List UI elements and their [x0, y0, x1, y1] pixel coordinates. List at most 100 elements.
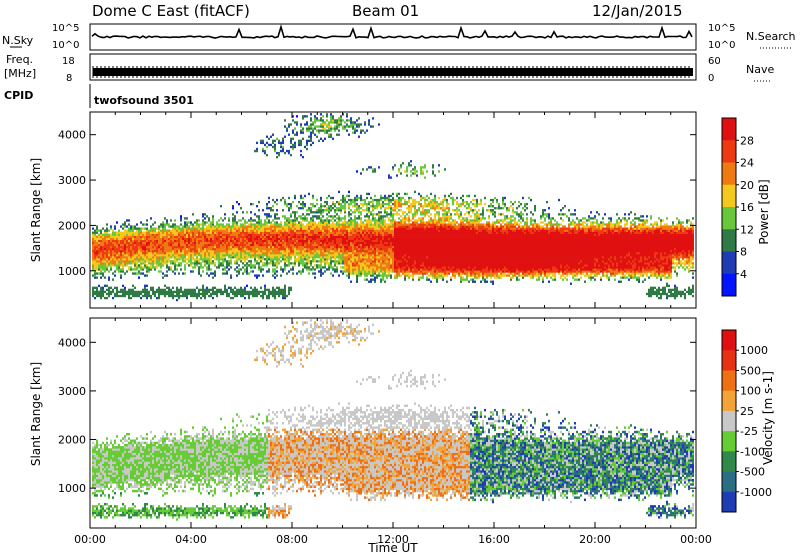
power-cell — [280, 245, 282, 249]
power-cell — [346, 239, 348, 243]
power-cell — [294, 133, 296, 136]
power-cell — [300, 223, 302, 226]
power-cell — [138, 231, 140, 234]
power-cell — [130, 262, 132, 265]
power-cell — [258, 274, 260, 277]
power-cell — [316, 235, 318, 238]
power-cell — [314, 115, 316, 118]
power-cell — [138, 229, 140, 232]
power-cell — [180, 233, 182, 236]
power-cell — [184, 243, 186, 247]
power-cell — [92, 294, 94, 298]
power-cell — [256, 294, 258, 298]
power-cell — [186, 288, 188, 292]
power-cell — [358, 215, 360, 218]
power-cell — [278, 251, 280, 255]
power-cell — [162, 229, 164, 232]
power-cell — [266, 247, 268, 251]
power-cell — [288, 202, 290, 206]
power-cell — [238, 258, 240, 261]
power-cell — [388, 239, 390, 243]
power-cell — [272, 254, 274, 257]
power-cell — [132, 256, 134, 259]
power-cell — [298, 260, 300, 263]
power-cell — [160, 256, 162, 259]
power-cell — [310, 209, 312, 212]
power-cell — [274, 290, 276, 294]
power-cell — [392, 256, 394, 259]
power-cell — [118, 229, 120, 232]
power-cell — [330, 247, 332, 251]
power-cell — [208, 268, 210, 271]
power-cell — [234, 217, 236, 220]
power-cell — [126, 241, 128, 245]
power-cell — [154, 262, 156, 265]
power-cell — [144, 231, 146, 234]
power-cell — [208, 233, 210, 236]
power-cell — [158, 251, 160, 255]
power-cell — [332, 237, 334, 241]
power-cell — [260, 225, 262, 228]
power-cell — [204, 231, 206, 234]
power-cell — [344, 247, 346, 251]
power-cell — [350, 258, 352, 261]
power-cell — [290, 258, 292, 261]
power-cell — [334, 211, 336, 214]
power-cell — [220, 225, 222, 228]
power-cell — [212, 233, 214, 236]
power-cell — [246, 290, 248, 294]
power-cell — [274, 241, 276, 245]
power-cell — [222, 235, 224, 238]
power-cell — [170, 229, 172, 232]
power-cell — [198, 258, 200, 261]
power-cell — [260, 239, 262, 243]
nave-right-tick-top: 60 — [708, 56, 721, 67]
power-cell — [114, 258, 116, 261]
power-cell — [264, 290, 266, 294]
power-cell — [352, 131, 354, 134]
power-cell — [356, 239, 358, 243]
power-cell — [350, 237, 352, 241]
power-cell — [262, 292, 264, 296]
power-cell — [364, 123, 366, 126]
power-cell — [212, 296, 214, 300]
power-cell — [318, 209, 320, 212]
power-cell — [346, 247, 348, 251]
power-cell — [376, 249, 378, 253]
power-cell — [114, 249, 116, 253]
power-cell — [274, 223, 276, 226]
power-cell — [128, 268, 130, 271]
power-cell — [168, 251, 170, 255]
power-cell — [180, 217, 182, 220]
power-cell — [344, 258, 346, 261]
power-cell — [120, 276, 122, 279]
power-cell — [392, 237, 394, 241]
power-cell — [356, 217, 358, 220]
power-cell — [212, 239, 214, 243]
power-cell — [216, 256, 218, 259]
power-cell — [210, 229, 212, 232]
power-cell — [134, 262, 136, 265]
power-cell — [394, 243, 396, 247]
power-cell — [266, 225, 268, 228]
power-cell — [380, 231, 382, 234]
power-cell — [382, 205, 384, 208]
power-cell — [396, 213, 398, 216]
power-cell — [224, 241, 226, 245]
power-cell — [294, 213, 296, 216]
power-cell — [112, 231, 114, 234]
power-cell — [176, 245, 178, 249]
power-cell — [156, 233, 158, 236]
power-cell — [258, 227, 260, 230]
power-cell — [340, 241, 342, 245]
power-cell — [188, 288, 190, 292]
power-cell — [372, 264, 374, 267]
power-cell — [322, 272, 324, 275]
power-cell — [142, 243, 144, 247]
power-cell — [146, 231, 148, 234]
power-cell — [368, 227, 370, 230]
power-cell — [350, 266, 352, 269]
power-cell — [400, 202, 402, 206]
power-cell — [396, 221, 398, 224]
power-cell — [108, 270, 110, 273]
